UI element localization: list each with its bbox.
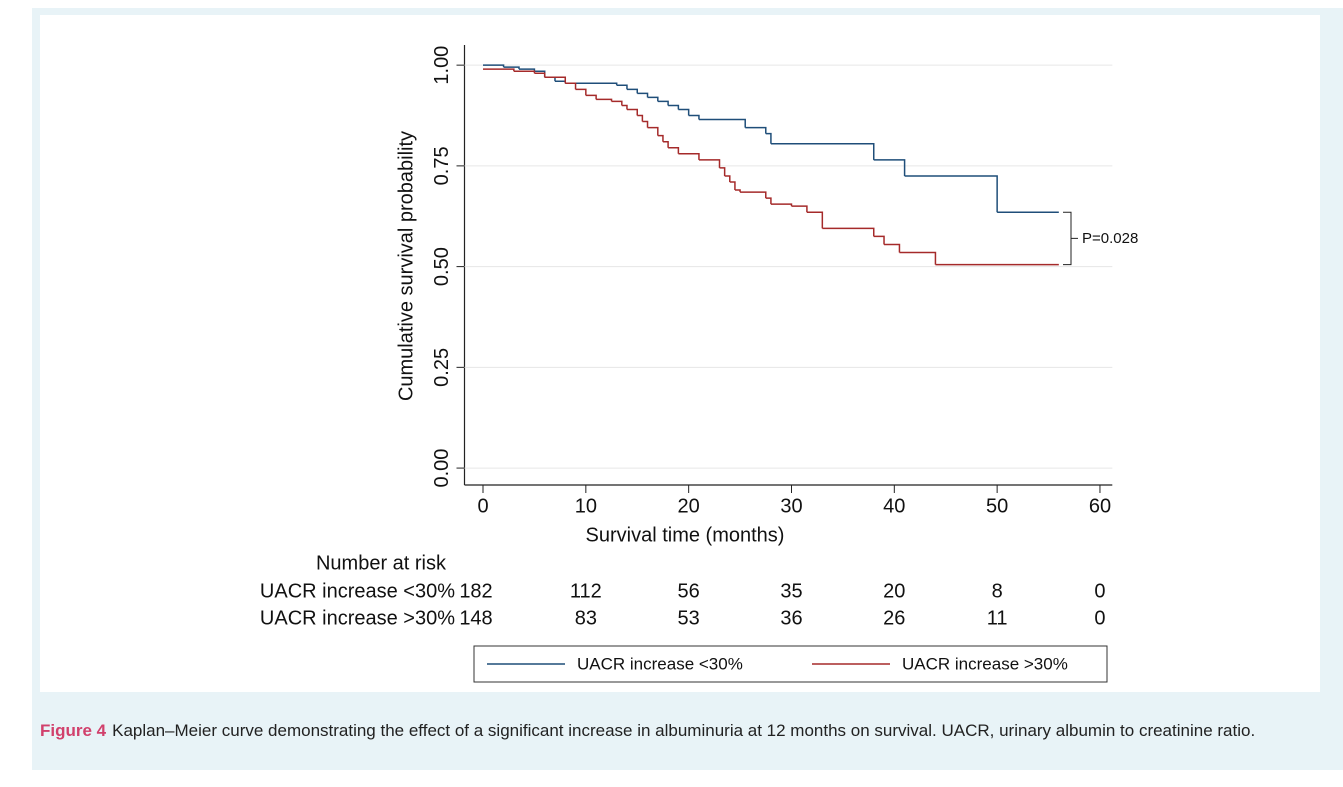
risk-count: 11 xyxy=(987,607,1008,629)
risk-count: 20 xyxy=(883,580,905,602)
survival-step xyxy=(585,94,597,100)
survival-step xyxy=(534,72,546,78)
caption-text: Kaplan–Meier curve demonstrating the eff… xyxy=(112,721,1256,740)
survival-step xyxy=(668,104,680,110)
risk-count: 0 xyxy=(1094,607,1105,629)
risk-count: 35 xyxy=(780,580,802,602)
survival-step xyxy=(740,191,767,199)
survival-step xyxy=(637,92,649,98)
survival-step xyxy=(642,120,649,128)
survival-step xyxy=(626,88,638,94)
risk-count: 36 xyxy=(780,607,802,629)
survival-step xyxy=(616,84,628,90)
x-axis-label: Survival time (months) xyxy=(586,524,785,546)
x-tick-label: 40 xyxy=(883,495,905,517)
legend-label: UACR increase <30% xyxy=(577,654,743,673)
survival-step xyxy=(734,189,741,193)
x-tick-label: 0 xyxy=(477,495,488,517)
survival-step xyxy=(657,134,664,142)
risk-row-label: UACR increase >30% xyxy=(260,607,455,629)
y-axis-label: Cumulative survival probability xyxy=(395,131,417,401)
survival-step xyxy=(765,132,772,144)
survival-step xyxy=(503,66,520,70)
survival-step xyxy=(626,108,638,116)
p-value-annotation: P=0.028 xyxy=(1082,230,1138,247)
y-tick-label: 0.50 xyxy=(431,247,453,286)
risk-count: 26 xyxy=(883,607,905,629)
survival-step xyxy=(724,175,731,182)
x-tick-label: 50 xyxy=(986,495,1008,517)
risk-count: 0 xyxy=(1094,580,1105,602)
survival-step xyxy=(698,118,746,128)
risk-table-title: Number at risk xyxy=(316,552,447,574)
caption-label: Figure 4 xyxy=(40,721,107,740)
survival-step xyxy=(565,82,577,90)
risk-count: 8 xyxy=(992,580,1003,602)
survival-step xyxy=(904,175,998,213)
p-value-bracket xyxy=(1063,211,1078,266)
survival-step xyxy=(822,227,875,237)
risk-count: 182 xyxy=(459,580,492,602)
survival-step xyxy=(873,159,906,176)
survival-step xyxy=(513,70,536,74)
caption: Figure 4 Kaplan–Meier curve demonstrating… xyxy=(40,718,1325,743)
y-tick-label: 0.25 xyxy=(431,348,453,387)
y-tick-label: 1.00 xyxy=(431,46,453,85)
survival-step xyxy=(657,100,669,106)
survival-step xyxy=(678,153,700,160)
survival-step xyxy=(729,181,736,191)
risk-count: 112 xyxy=(570,580,602,602)
y-tick-label: 0.75 xyxy=(431,146,453,185)
risk-count: 53 xyxy=(678,607,700,629)
survival-step xyxy=(611,100,623,106)
legend-box xyxy=(473,645,1108,683)
risk-row-label: UACR increase <30% xyxy=(260,580,455,602)
survival-step xyxy=(698,159,721,168)
survival-step xyxy=(647,126,659,136)
survival-step xyxy=(678,108,690,116)
survival-step xyxy=(791,205,808,213)
chart-background xyxy=(40,15,1320,692)
survival-step xyxy=(621,104,628,110)
chart: Survival time (months) Cumulative surviv… xyxy=(40,15,1320,692)
survival-step xyxy=(544,76,567,84)
survival-step xyxy=(688,114,700,120)
risk-count: 83 xyxy=(575,607,597,629)
survival-step xyxy=(575,88,587,96)
survival-step xyxy=(806,211,824,229)
survival-step xyxy=(596,98,613,102)
x-tick-label: 30 xyxy=(780,495,802,517)
survival-step xyxy=(483,68,515,72)
risk-count: 148 xyxy=(459,607,492,629)
survival-step xyxy=(668,146,680,154)
x-tick-label: 60 xyxy=(1089,495,1111,517)
survival-step xyxy=(884,243,901,253)
legend-label: UACR increase >30% xyxy=(902,654,1068,673)
survival-step xyxy=(765,197,772,205)
risk-count: 56 xyxy=(678,580,700,602)
survival-step xyxy=(770,142,875,160)
survival-step xyxy=(719,167,726,176)
survival-step xyxy=(873,235,885,245)
y-tick-label: 0.00 xyxy=(431,449,453,488)
survival-step xyxy=(899,251,937,265)
survival-step xyxy=(647,96,659,102)
x-tick-label: 10 xyxy=(575,495,597,517)
x-tick-label: 20 xyxy=(678,495,700,517)
survival-step xyxy=(662,140,669,148)
survival-step xyxy=(637,114,644,122)
survival-step xyxy=(745,126,767,134)
